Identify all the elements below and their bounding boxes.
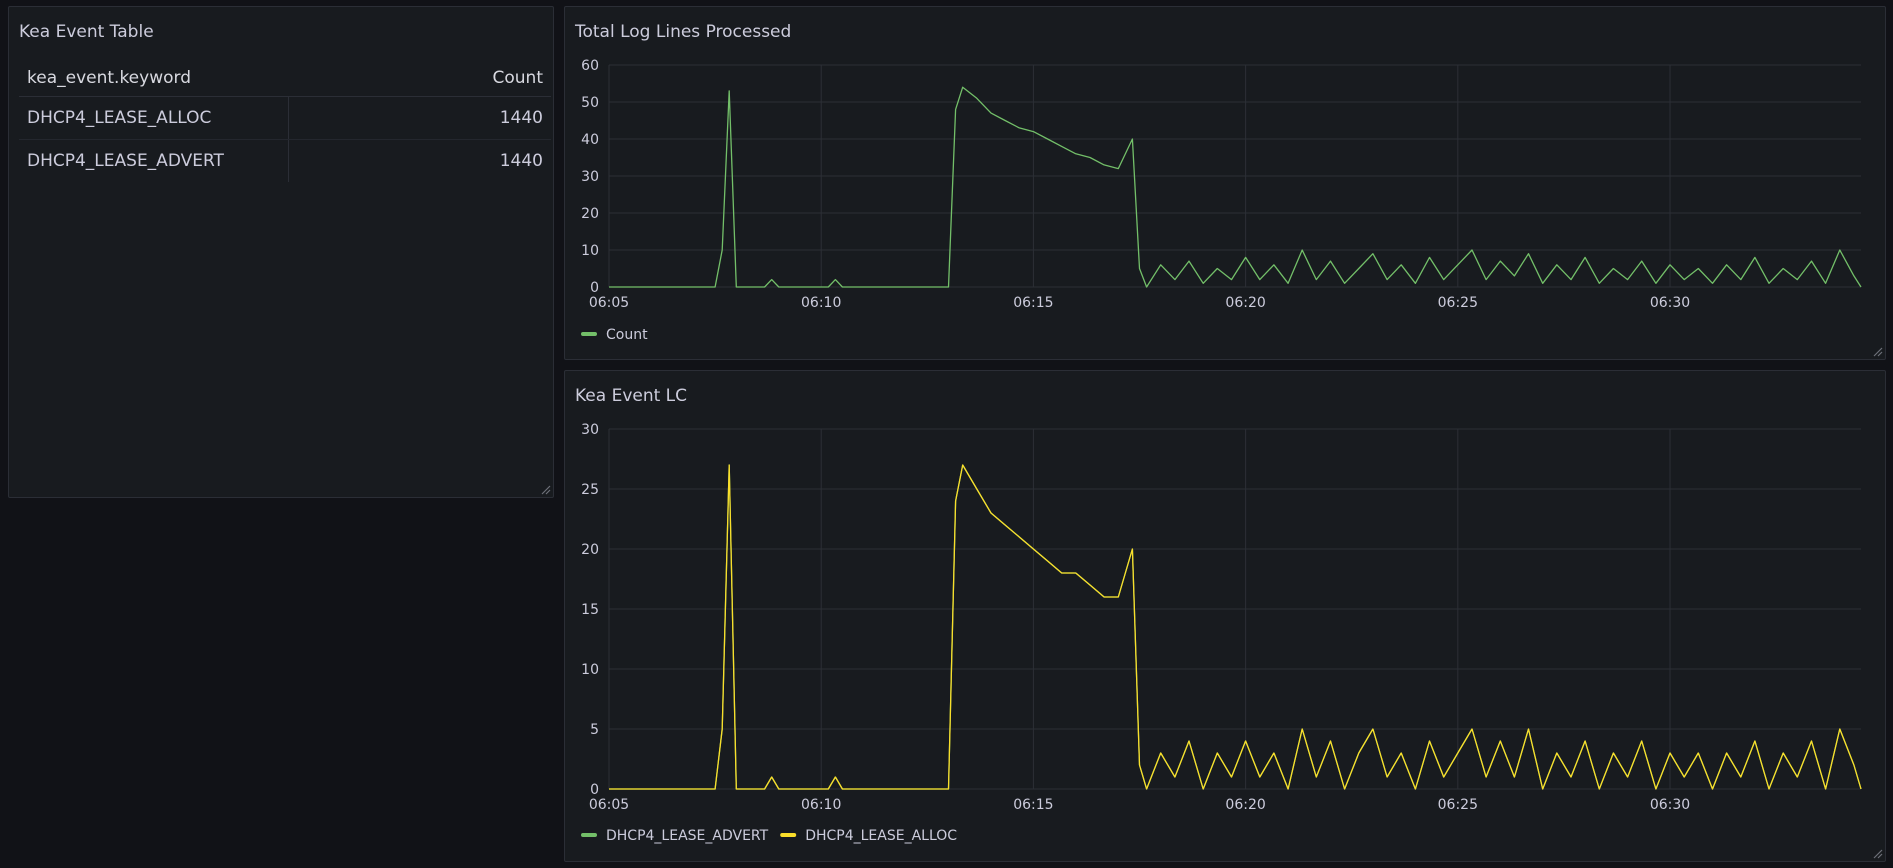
x-tick-label: 06:20 bbox=[1225, 797, 1265, 813]
resize-handle-icon[interactable] bbox=[539, 483, 551, 495]
y-tick-label: 5 bbox=[590, 722, 599, 738]
x-tick-label: 06:10 bbox=[801, 295, 841, 311]
legend-item[interactable]: Count bbox=[606, 327, 648, 343]
x-tick-label: 06:05 bbox=[589, 295, 629, 311]
cell-keyword: DHCP4_LEASE_ADVERT bbox=[19, 140, 289, 182]
kea-event-table-panel: Kea Event Table kea_event.keyword Count … bbox=[8, 6, 554, 498]
x-tick-label: 06:30 bbox=[1650, 797, 1690, 813]
y-tick-label: 0 bbox=[590, 280, 599, 296]
y-tick-label: 0 bbox=[590, 782, 599, 798]
panel-title[interactable]: Kea Event Table bbox=[19, 22, 154, 42]
series-line-count[interactable] bbox=[609, 86, 1862, 288]
x-tick-label: 06:30 bbox=[1650, 295, 1690, 311]
y-tick-label: 50 bbox=[581, 95, 599, 111]
column-header-keyword[interactable]: kea_event.keyword bbox=[27, 67, 191, 88]
legend-swatch bbox=[581, 332, 597, 336]
legend-item[interactable]: DHCP4_LEASE_ADVERT bbox=[606, 828, 769, 844]
legend-swatch bbox=[780, 833, 797, 837]
cell-keyword: DHCP4_LEASE_ALLOC bbox=[19, 97, 289, 139]
table-row: DHCP4_LEASE_ADVERT 1440 bbox=[19, 140, 551, 182]
x-tick-label: 06:15 bbox=[1013, 295, 1053, 311]
x-tick-label: 06:05 bbox=[589, 797, 629, 813]
legend-item[interactable]: DHCP4_LEASE_ALLOC bbox=[805, 828, 957, 844]
series-line-dhcp4-lease-alloc[interactable] bbox=[609, 464, 1862, 790]
x-tick-label: 06:25 bbox=[1438, 797, 1478, 813]
x-tick-label: 06:10 bbox=[801, 797, 841, 813]
y-tick-label: 10 bbox=[581, 243, 599, 259]
y-tick-label: 30 bbox=[581, 422, 599, 438]
y-tick-label: 20 bbox=[581, 206, 599, 222]
resize-handle-icon[interactable] bbox=[1871, 847, 1883, 859]
y-tick-label: 60 bbox=[581, 58, 599, 74]
y-tick-label: 40 bbox=[581, 132, 599, 148]
kea-event-lc-panel: Kea Event LC 0 5 10 15 20 25 30 06:05 06:10 06:15… bbox=[564, 370, 1886, 862]
y-tick-label: 15 bbox=[581, 602, 599, 618]
total-log-lines-panel: Total Log Lines Processed 0 10 20 30 40 50 60 0… bbox=[564, 6, 1886, 360]
y-tick-label: 10 bbox=[581, 662, 599, 678]
x-tick-label: 06:25 bbox=[1438, 295, 1478, 311]
table-row: DHCP4_LEASE_ALLOC 1440 bbox=[19, 97, 551, 140]
y-tick-label: 25 bbox=[581, 482, 599, 498]
column-header-count[interactable]: Count bbox=[492, 67, 544, 88]
event-table: kea_event.keyword Count DHCP4_LEASE_ALLO… bbox=[19, 59, 551, 182]
cell-count: 1440 bbox=[499, 151, 543, 171]
kea-event-lc-chart: 0 5 10 15 20 25 30 06:05 06:10 06:15 06:20 06:25 06:… bbox=[581, 422, 1862, 844]
resize-handle-icon[interactable] bbox=[1871, 345, 1883, 357]
total-log-lines-chart: 0 10 20 30 40 50 60 06:05 06:10 06:15 06:20 06:25 06… bbox=[581, 58, 1862, 343]
table-header: kea_event.keyword Count bbox=[19, 59, 551, 97]
y-tick-label: 30 bbox=[581, 169, 599, 185]
series-line-dhcp4-lease-advert[interactable] bbox=[609, 464, 1862, 790]
cell-count: 1440 bbox=[499, 108, 543, 128]
legend-swatch bbox=[581, 833, 597, 837]
panel-title[interactable]: Total Log Lines Processed bbox=[575, 22, 792, 42]
panel-title[interactable]: Kea Event LC bbox=[575, 386, 688, 406]
y-tick-label: 20 bbox=[581, 542, 599, 558]
x-tick-label: 06:15 bbox=[1013, 797, 1053, 813]
x-tick-label: 06:20 bbox=[1225, 295, 1265, 311]
